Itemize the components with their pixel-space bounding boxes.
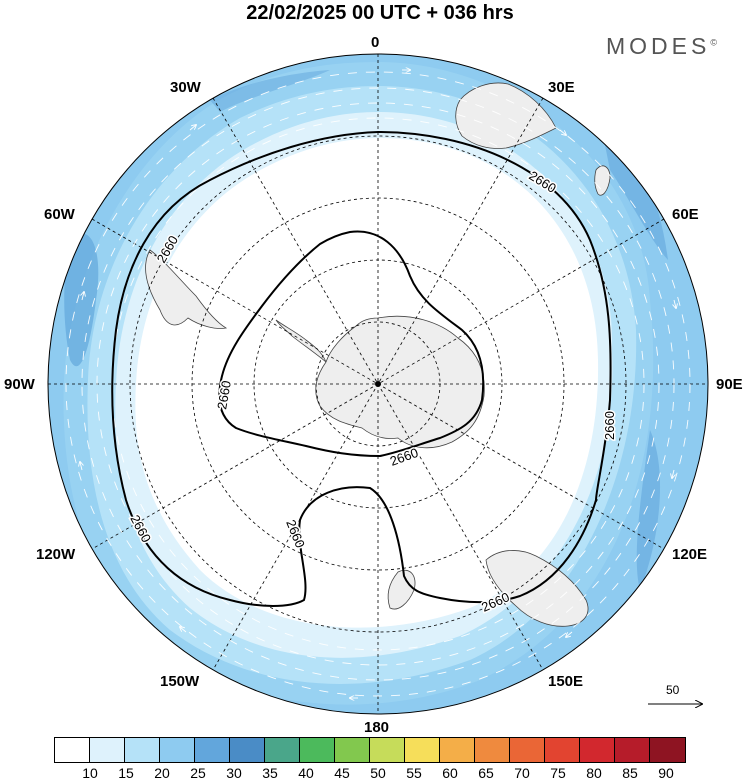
colorbar [54,737,686,763]
lon-label-180: 180 [364,719,390,736]
wind-arrowheads [80,70,676,698]
colorbar-swatch [335,738,370,762]
antarctic-peninsula [275,319,327,363]
colorbar-swatch [650,738,685,762]
lon-label-90w: 90W [4,376,35,393]
lon-label-30w: 30W [170,79,201,96]
colorbar-tick-label: 15 [118,765,134,781]
colorbar-tick-label: 75 [550,765,566,781]
colorbar-swatch [125,738,160,762]
colorbar-swatch [475,738,510,762]
lon-label-90e: 90E [716,376,743,393]
colorbar-tick-label: 50 [370,765,386,781]
contour-label: 2660 [214,379,234,410]
colorbar-swatch [405,738,440,762]
copyright-mark: © [710,37,717,48]
lon-label-120e: 120E [672,546,708,563]
colorbar-swatch [55,738,90,762]
colorbar-tick-label: 20 [154,765,170,781]
map-title: 22/02/2025 00 UTC + 036 hrs [246,2,514,24]
madagascar [594,165,611,196]
colorbar-tick-label: 35 [262,765,278,781]
south-pole-point [375,381,381,387]
outer-contour [111,130,612,607]
colorbar-swatch [440,738,475,762]
colorbar-swatch [615,738,650,762]
colorbar-swatch [265,738,300,762]
colorbar-swatch [300,738,335,762]
colorbar-swatch [90,738,125,762]
inner-contour [218,230,485,458]
colorbar-tick-label: 80 [586,765,602,781]
colorbar-tick-label: 40 [298,765,314,781]
brand-logo: MODES© [606,33,717,60]
new-zealand [387,569,416,610]
map-boundary [47,53,709,715]
lon-label-150e: 150E [548,673,584,690]
colorbar-swatch [545,738,580,762]
height-contours [111,130,612,607]
colorbar-tick-label: 30 [226,765,242,781]
colorbar-tick-label: 45 [334,765,350,781]
contour-label: 2660 [602,411,617,440]
colorbar-tick-label: 60 [442,765,458,781]
colorbar-tick-label: 90 [658,765,674,781]
colorbar-tick-label: 70 [514,765,530,781]
colorbar-tick-label: 10 [82,765,98,781]
colorbar-swatch [230,738,265,762]
lon-label-0: 0 [371,34,380,51]
lon-label-120w: 120W [36,546,76,563]
lon-label-60w: 60W [44,206,75,223]
colorbar-swatch [510,738,545,762]
vector-reference-label: 50 [666,683,680,697]
south-america [145,249,228,329]
colorbar-tick-label: 25 [190,765,206,781]
colorbar-tick-label: 65 [478,765,494,781]
colorbar-tick-label: 55 [406,765,422,781]
africa [455,82,557,149]
colorbar-swatch [580,738,615,762]
lon-label-60e: 60E [672,206,699,223]
colorbar-tick-label: 85 [622,765,638,781]
lon-label-150w: 150W [160,673,200,690]
lon-label-30e: 30E [548,79,575,96]
colorbar-swatch [195,738,230,762]
brand-name: MODES [606,33,711,59]
colorbar-swatch [160,738,195,762]
colorbar-swatch [370,738,405,762]
